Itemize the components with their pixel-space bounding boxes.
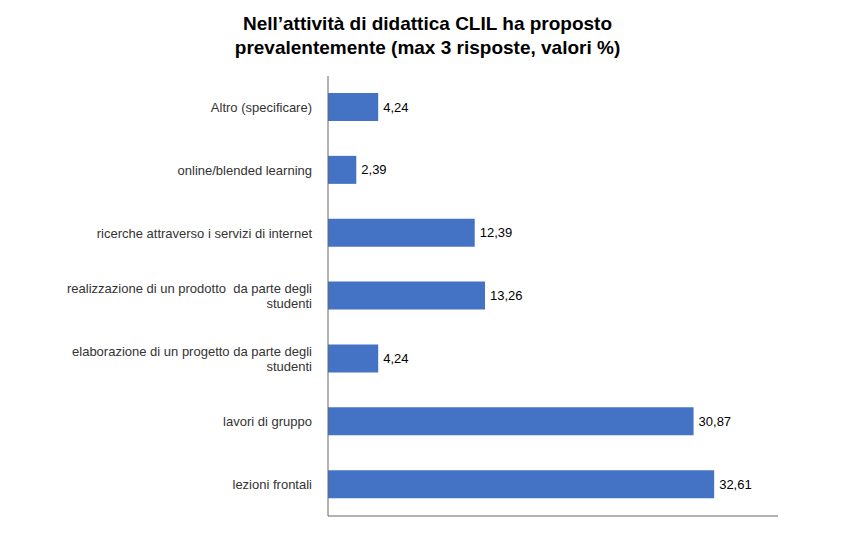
- html-text:Nell’attività di didattica CLI: Nell’attività di didattica CLIL ha propo…: [242, 13, 613, 34]
- svg-text:realizzazione di un prodotto: realizzazione di un prodotto da parte de…: [67, 281, 312, 311]
- svg-text:ricerche attraverso i servizi: ricerche attraverso i servizi di interne…: [97, 226, 313, 241]
- svg-text:12,39: 12,39: [480, 225, 513, 240]
- svg-text:lezioni frontali: lezioni frontali: [233, 477, 313, 492]
- svg-text:elaborazione di un progetto da: elaborazione di un progetto da parte deg…: [72, 344, 312, 374]
- html-text:prevalentemente (max 3 rispost: prevalentemente (max 3 risposte, valori …: [234, 37, 621, 58]
- svg-text:13,26: 13,26: [490, 288, 523, 303]
- svg-text:lavori di gruppo: lavori di gruppo: [223, 414, 312, 429]
- svg-text:2,39: 2,39: [361, 162, 386, 177]
- svg-text:online/blended learning: online/blended learning: [178, 163, 312, 178]
- svg-text:32,61: 32,61: [719, 477, 752, 492]
- svg-text:4,24: 4,24: [383, 351, 408, 366]
- svg-text:30,87: 30,87: [699, 414, 732, 429]
- svg-text:Altro (specificare): Altro (specificare): [211, 100, 312, 115]
- svg-text:4,24: 4,24: [383, 100, 408, 115]
